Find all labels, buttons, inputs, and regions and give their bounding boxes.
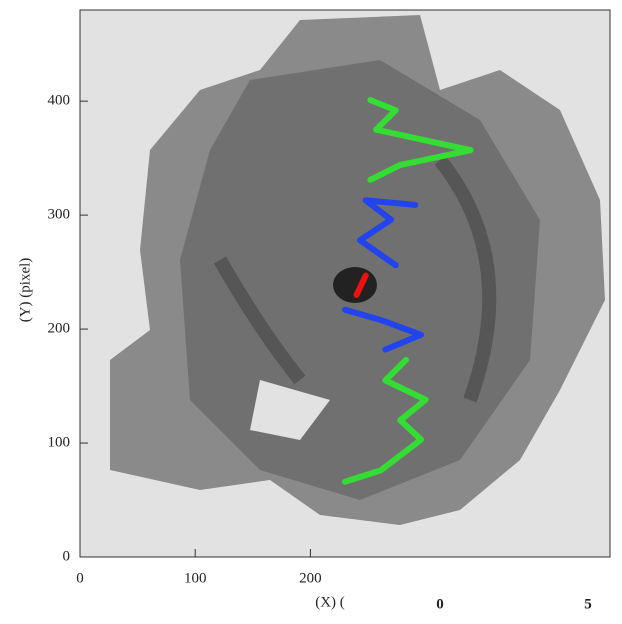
plot-frame <box>79 9 611 558</box>
x-axis-label: (X) ( <box>315 594 345 610</box>
x-tick-label: 200 <box>299 570 322 586</box>
trace <box>342 356 429 485</box>
trace <box>342 306 425 353</box>
x-tick-label: 100 <box>184 570 207 586</box>
trace <box>353 272 369 298</box>
y-tick-label: 200 <box>48 321 71 337</box>
y-tick-label: 400 <box>48 93 71 109</box>
y-tick-label: 100 <box>48 434 71 450</box>
annotation: 0 <box>436 596 444 612</box>
trace <box>367 97 474 183</box>
annotation: 5 <box>584 596 592 612</box>
trace <box>356 197 419 269</box>
y-tick-label: 0 <box>63 548 71 564</box>
galaxy-image <box>110 15 605 525</box>
y-axis-label: (Y) (pixel) <box>17 258 33 323</box>
y-tick-label: 300 <box>48 207 71 223</box>
x-tick-label: 0 <box>76 570 84 586</box>
